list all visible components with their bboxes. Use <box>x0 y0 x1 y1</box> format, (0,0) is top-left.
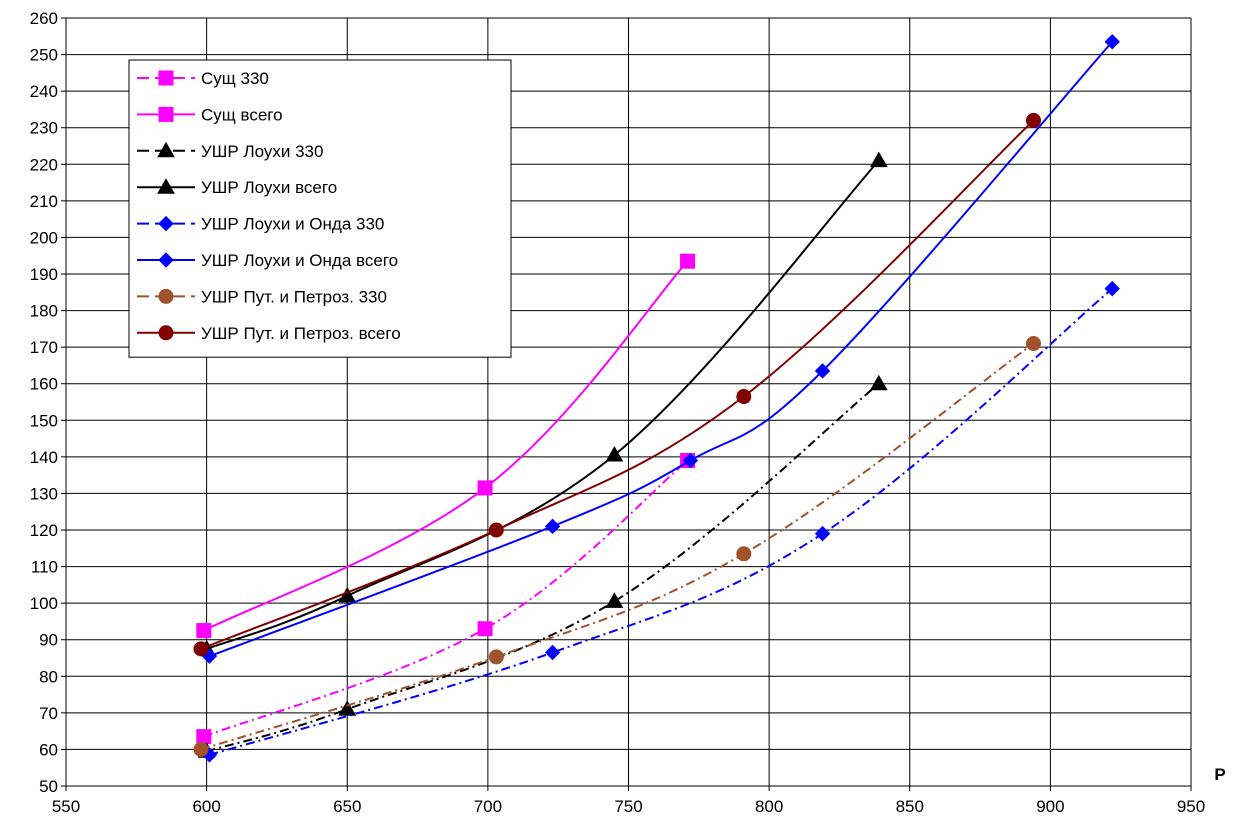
series-5 <box>201 34 1120 664</box>
legend-marker <box>157 141 175 158</box>
legend-marker <box>157 178 175 194</box>
data-point <box>680 253 696 269</box>
legend-label: Сущ 330 <box>201 69 269 88</box>
y-tick-label: 160 <box>30 375 58 394</box>
x-tick-label: 600 <box>192 797 220 816</box>
x-tick-label: 700 <box>474 797 502 816</box>
y-tick-label: 50 <box>39 777 58 796</box>
x-axis-label: P <box>1214 765 1225 784</box>
data-point <box>338 700 357 716</box>
series-line <box>203 459 689 738</box>
y-tick-label: 230 <box>30 119 58 138</box>
legend-entry: УШР Пут. и Петроз. всего <box>137 324 401 343</box>
data-point <box>477 621 493 637</box>
series-line <box>206 382 880 753</box>
y-tick-label: 70 <box>39 704 58 723</box>
series-7 <box>193 112 1041 657</box>
legend-label: УШР Лоухи всего <box>201 178 337 197</box>
legend-marker <box>158 215 174 232</box>
data-point <box>814 363 831 379</box>
legend-label: УШР Лоухи и Онда всего <box>201 251 398 270</box>
data-point <box>869 151 888 168</box>
data-point <box>193 641 209 657</box>
legend-entry: УШР Лоухи 330 <box>137 141 323 161</box>
y-tick-label: 210 <box>30 192 58 211</box>
y-tick-label: 220 <box>30 155 58 174</box>
series-line <box>209 287 1113 756</box>
legend-marker <box>158 106 174 122</box>
legend-marker <box>158 70 174 86</box>
x-tick-label: 850 <box>896 797 924 816</box>
series-6 <box>193 335 1041 757</box>
y-tick-label: 260 <box>30 9 58 28</box>
series-line <box>200 119 1035 650</box>
x-tick-label: 900 <box>1036 797 1064 816</box>
series-line <box>206 159 880 650</box>
data-point <box>544 518 561 535</box>
data-point <box>869 374 888 391</box>
axis-tick-labels: 50 60 70 80 90 100 110 120 130 140 150 160 170 180 190… <box>30 9 1206 816</box>
data-point <box>736 546 752 562</box>
series-line <box>200 342 1035 751</box>
data-point <box>605 446 624 462</box>
y-tick-label: 190 <box>30 265 58 284</box>
legend: Сущ 330 Сущ всего УШР Лоухи 330 УШР Лоухи в… <box>128 59 512 358</box>
legend-marker <box>158 325 174 341</box>
data-point <box>605 592 624 608</box>
legend-entry: Сущ 330 <box>137 69 269 88</box>
x-tick-label: 650 <box>333 797 361 816</box>
y-tick-label: 170 <box>30 338 58 357</box>
data-point <box>1104 34 1120 50</box>
data-point <box>196 729 212 745</box>
legend-label: Сущ всего <box>201 105 283 124</box>
legend-marker <box>158 252 174 268</box>
data-point <box>477 480 493 496</box>
y-tick-label: 80 <box>39 667 58 686</box>
legend-entry: УШР Лоухи всего <box>137 178 337 197</box>
series-lines <box>193 34 1120 763</box>
y-tick-label: 150 <box>30 411 58 430</box>
y-tick-label: 110 <box>31 558 58 577</box>
data-point <box>1104 280 1120 297</box>
series-4 <box>201 280 1120 763</box>
data-point <box>682 452 699 469</box>
y-tick-label: 240 <box>30 82 58 101</box>
data-point <box>814 525 831 542</box>
y-tick-label: 200 <box>30 228 58 247</box>
legend-entry: УШР Пут. и Петроз. 330 <box>137 287 387 306</box>
y-tick-label: 140 <box>30 448 58 467</box>
data-point <box>196 623 212 639</box>
y-tick-label: 250 <box>30 46 58 65</box>
data-point <box>488 522 504 538</box>
legend-label: УШР Пут. и Петроз. всего <box>201 324 401 343</box>
legend-entry: УШР Лоухи и Онда 330 <box>137 215 384 234</box>
data-point <box>1026 335 1041 351</box>
legend-entry: Сущ всего <box>137 105 283 124</box>
data-point <box>193 741 209 757</box>
x-tick-label: 950 <box>1177 797 1205 816</box>
legend-box <box>128 59 512 358</box>
x-tick-label: 800 <box>755 797 783 816</box>
x-tick-label: 750 <box>614 797 642 816</box>
y-tick-label: 130 <box>30 484 58 503</box>
data-point <box>736 389 752 405</box>
series-1 <box>196 253 696 639</box>
y-tick-label: 100 <box>30 594 58 613</box>
legend-marker <box>158 288 174 304</box>
data-point <box>488 649 504 665</box>
data-point <box>544 644 561 661</box>
legend-entry: УШР Лоухи и Онда всего <box>137 251 398 270</box>
y-tick-label: 120 <box>30 521 58 540</box>
legend-label: УШР Лоухи и Онда 330 <box>201 215 384 234</box>
y-tick-label: 60 <box>39 740 58 759</box>
y-tick-label: 180 <box>30 302 58 321</box>
legend-label: УШР Лоухи 330 <box>201 142 323 161</box>
x-tick-label: 550 <box>52 797 80 816</box>
data-point <box>1026 112 1041 128</box>
legend-label: УШР Пут. и Петроз. 330 <box>201 287 387 306</box>
y-tick-label: 90 <box>39 631 58 650</box>
